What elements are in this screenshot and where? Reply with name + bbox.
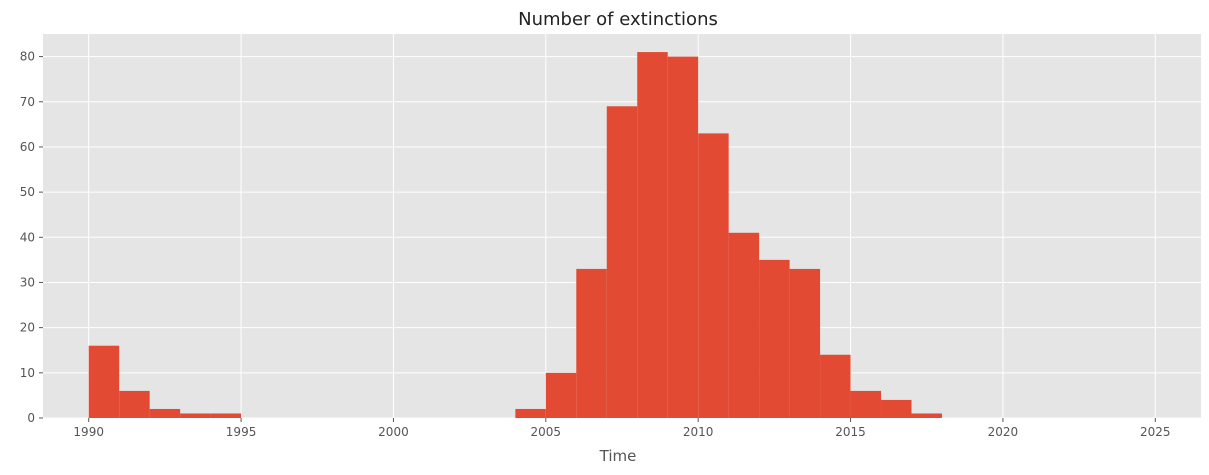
histogram-bar: [911, 413, 942, 418]
x-tick-label: 2020: [988, 425, 1019, 439]
x-tick-label: 2010: [683, 425, 714, 439]
x-tick-label: 1995: [226, 425, 257, 439]
x-tick-label: 2015: [835, 425, 866, 439]
histogram-bar: [210, 413, 242, 418]
histogram-bar: [667, 56, 699, 419]
histogram-bar: [545, 372, 577, 418]
histogram-bar: [149, 408, 181, 418]
chart-title: Number of extinctions: [518, 9, 718, 30]
y-tick-label: 10: [20, 366, 35, 380]
y-tick-label: 0: [27, 411, 35, 425]
y-tick-label: 60: [20, 140, 35, 154]
histogram-bar: [881, 399, 912, 418]
x-axis-ticks: 1990 1995 2000 2005 2010 2015 2020 2025: [73, 418, 1171, 439]
histogram-bar: [119, 390, 150, 418]
histogram-bar: [728, 232, 760, 418]
y-axis-ticks: 0 10 20 30 40 50 60 70 80: [20, 50, 43, 425]
bars: [88, 52, 942, 419]
histogram-bar: [515, 408, 546, 418]
y-tick-label: 40: [20, 230, 35, 244]
y-tick-label: 30: [20, 275, 35, 289]
x-tick-label: 2025: [1140, 425, 1171, 439]
y-tick-label: 80: [20, 50, 35, 64]
x-tick-label: 2005: [531, 425, 562, 439]
histogram-bar: [789, 268, 821, 418]
x-tick-label: 2000: [378, 425, 409, 439]
y-tick-label: 70: [20, 95, 35, 109]
histogram-bar: [637, 52, 668, 418]
y-tick-label: 20: [20, 321, 35, 335]
histogram-bar: [759, 259, 790, 418]
histogram-bar: [88, 345, 120, 418]
histogram-bar: [180, 413, 211, 418]
histogram-bar: [698, 133, 729, 418]
histogram-bar: [850, 390, 882, 418]
histogram-bar: [606, 106, 638, 419]
histogram-bar: [576, 268, 607, 418]
y-tick-label: 50: [20, 185, 35, 199]
histogram-bar: [820, 354, 851, 418]
x-tick-label: 1990: [73, 425, 104, 439]
x-axis-label: Time: [599, 447, 637, 465]
